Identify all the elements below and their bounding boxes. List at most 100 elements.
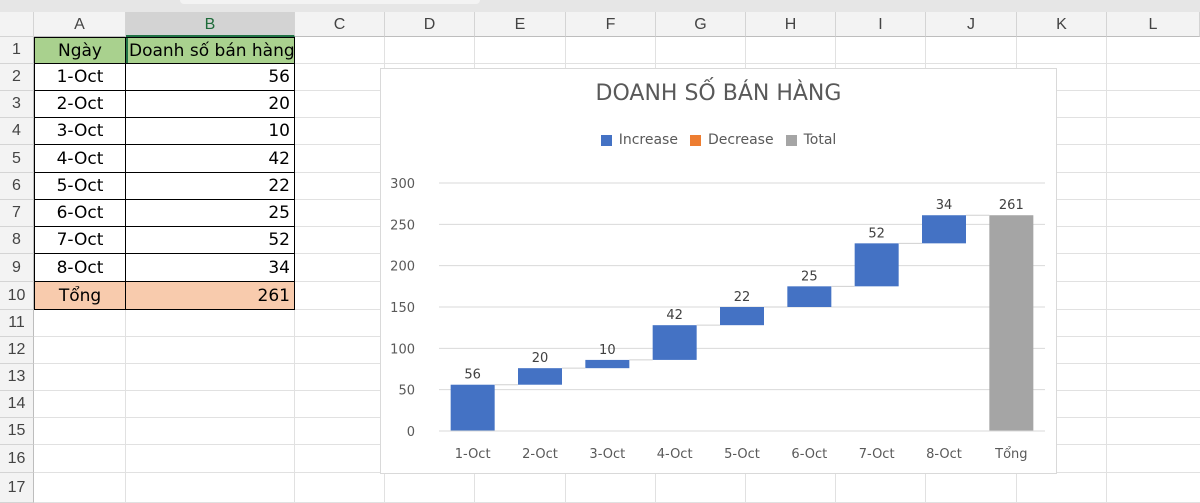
row-header-12[interactable]: 12 [0,337,34,364]
cell-date[interactable]: 1-Oct [34,64,126,91]
gridline-horizontal [34,63,1200,64]
legend-item-total[interactable]: Total [785,132,837,148]
row-header-13[interactable]: 13 [0,364,34,391]
x-tick-label: 5-Oct [724,447,760,462]
bar-increase [450,384,495,431]
x-tick-label: 3-Oct [589,447,625,462]
plot-area: 0 50 100 150 200 250 300 56 1-Oct 20 2-Oct 10 3-Oct 4… [390,177,1045,462]
legend-label-increase: Increase [618,132,678,148]
legend-swatch-decrease [689,134,701,146]
cell-A10-total-label[interactable]: Tổng [34,282,126,310]
chart-title[interactable]: DOANH SỐ BÁN HÀNG [595,81,842,106]
column-header-H[interactable]: H [746,12,836,37]
legend-swatch-increase [600,134,612,146]
row-header-16[interactable]: 16 [0,445,34,473]
row-header-6[interactable]: 6 [0,173,34,200]
data-label: 20 [532,351,549,366]
y-tick-label: 100 [390,342,415,357]
cell-sales[interactable]: 22 [126,173,295,200]
cell-date[interactable]: 7-Oct [34,227,126,254]
bar-increase [652,325,697,360]
ribbon-edge [0,0,1200,12]
x-tick-label: 2-Oct [522,447,558,462]
waterfall-chart[interactable]: DOANH SỐ BÁN HÀNG Increase Decrease Tota… [380,68,1057,474]
column-header-D[interactable]: D [385,12,475,37]
cell-date[interactable]: 6-Oct [34,200,126,227]
chart-legend[interactable]: Increase Decrease Total [381,132,1056,148]
cell-B1-header-sales[interactable]: Doanh số bán hàng [126,37,295,64]
select-all-corner[interactable] [0,12,34,37]
data-label: 25 [801,269,818,284]
cell-date[interactable]: 8-Oct [34,254,126,282]
x-tick-label: 8-Oct [926,447,962,462]
bar-increase [518,368,562,385]
legend-item-increase[interactable]: Increase [600,132,678,148]
cell-sales[interactable]: 34 [126,254,295,282]
legend-label-total: Total [803,132,837,148]
row-header-10[interactable]: 10 [0,282,34,310]
data-label: 22 [734,290,751,305]
row-header-7[interactable]: 7 [0,200,34,227]
bar-increase [787,286,832,307]
column-header-F[interactable]: F [566,12,656,37]
cell-sales[interactable]: 20 [126,91,295,118]
row-header-15[interactable]: 15 [0,418,34,445]
x-tick-label: 4-Oct [657,447,693,462]
row-header-5[interactable]: 5 [0,145,34,173]
data-label: 56 [464,368,481,383]
x-tick-label: Tổng [994,447,1027,462]
data-label: 10 [599,343,616,358]
column-header-K[interactable]: K [1017,12,1107,37]
data-label: 261 [999,198,1024,213]
column-header-G[interactable]: G [656,12,746,37]
data-label: 52 [868,226,885,241]
column-header-I[interactable]: I [836,12,926,37]
ribbon-tab-edge [180,0,480,4]
cell-sales[interactable]: 56 [126,64,295,91]
row-header-2[interactable]: 2 [0,64,34,91]
legend-swatch-total [785,134,797,146]
bar-increase [922,215,966,244]
bar-increase [585,359,630,369]
y-tick-label: 150 [390,301,415,316]
x-tick-label: 1-Oct [455,447,491,462]
row-header-9[interactable]: 9 [0,254,34,282]
bar-total [989,215,1034,431]
cell-date[interactable]: 4-Oct [34,145,126,173]
column-header-A[interactable]: A [34,12,126,37]
row-header-8[interactable]: 8 [0,227,34,254]
legend-label-decrease: Decrease [707,132,774,148]
column-header-L[interactable]: L [1107,12,1200,37]
row-header-4[interactable]: 4 [0,118,34,145]
y-tick-label: 250 [390,218,415,233]
legend-item-decrease[interactable]: Decrease [689,132,774,148]
row-header-11[interactable]: 11 [0,310,34,337]
column-header-B[interactable]: B [126,12,295,37]
y-tick-label: 200 [390,260,415,275]
cell-date[interactable]: 3-Oct [34,118,126,145]
column-header-C[interactable]: C [295,12,385,37]
spreadsheet-grid[interactable]: Ngày Doanh số bán hàng 1-Oct 56 2-Oct 20… [0,12,1200,503]
row-header-3[interactable]: 3 [0,91,34,118]
cell-sales[interactable]: 52 [126,227,295,254]
cell-date[interactable]: 5-Oct [34,173,126,200]
y-tick-label: 0 [407,425,415,440]
column-header-E[interactable]: E [475,12,566,37]
row-header-1[interactable]: 1 [0,37,34,64]
data-label: 42 [666,308,683,323]
x-tick-label: 7-Oct [859,447,895,462]
column-header-J[interactable]: J [926,12,1017,37]
cell-sales[interactable]: 42 [126,145,295,173]
cell-A1-header-date[interactable]: Ngày [34,37,126,64]
row-header-14[interactable]: 14 [0,391,34,418]
cell-B10-total-value[interactable]: 261 [126,282,295,310]
x-tick-label: 6-Oct [791,447,827,462]
data-label: 34 [936,198,953,213]
gridline-vertical [1106,37,1107,503]
cell-date[interactable]: 2-Oct [34,91,126,118]
cell-sales[interactable]: 25 [126,200,295,227]
cell-sales[interactable]: 10 [126,118,295,145]
y-tick-label: 50 [398,384,415,399]
row-header-17[interactable]: 17 [0,473,34,503]
bar-increase [854,243,899,287]
